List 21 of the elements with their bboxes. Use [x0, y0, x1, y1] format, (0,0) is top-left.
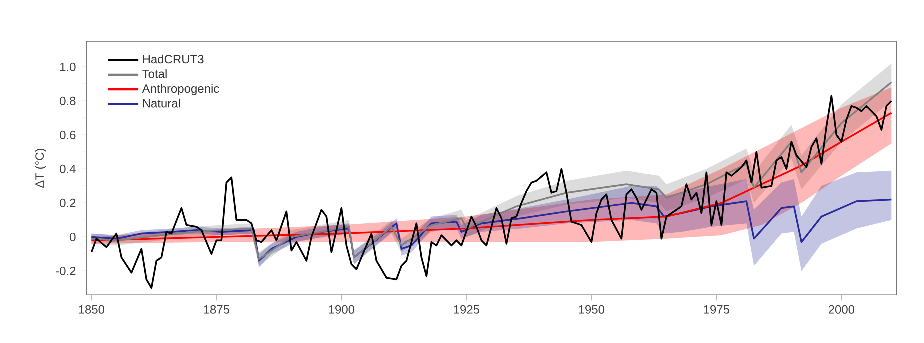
legend-label: Total	[142, 70, 167, 78]
x-tick-label: 1875	[204, 305, 230, 314]
legend-label: Anthropogenic	[142, 84, 220, 96]
y-tick-label: 0.4	[60, 164, 76, 174]
line-series	[90, 198, 893, 262]
x-tick-label: 1925	[454, 305, 480, 314]
legend-label: HadCRUT3	[143, 54, 204, 64]
x-tick-label: 2000	[828, 305, 855, 314]
y-tick-label: 0	[70, 232, 76, 242]
y-tick-label: -0.2	[56, 266, 76, 276]
x-tick-label: 1975	[704, 305, 730, 314]
x-tick-label: 1850	[79, 305, 105, 314]
y-tick-label: 0.6	[60, 130, 76, 140]
y-tick-label: 1.0	[60, 62, 76, 72]
x-tick-label: 1950	[579, 305, 605, 314]
legend-label: Natural	[143, 98, 180, 108]
line-series	[90, 112, 893, 242]
y-tick-label: 0.2	[60, 198, 76, 208]
x-tick-label: 1900	[329, 305, 355, 314]
y-tick-label: 0.8	[60, 96, 76, 106]
y-axis-title: ΔT (°C)	[35, 149, 46, 188]
